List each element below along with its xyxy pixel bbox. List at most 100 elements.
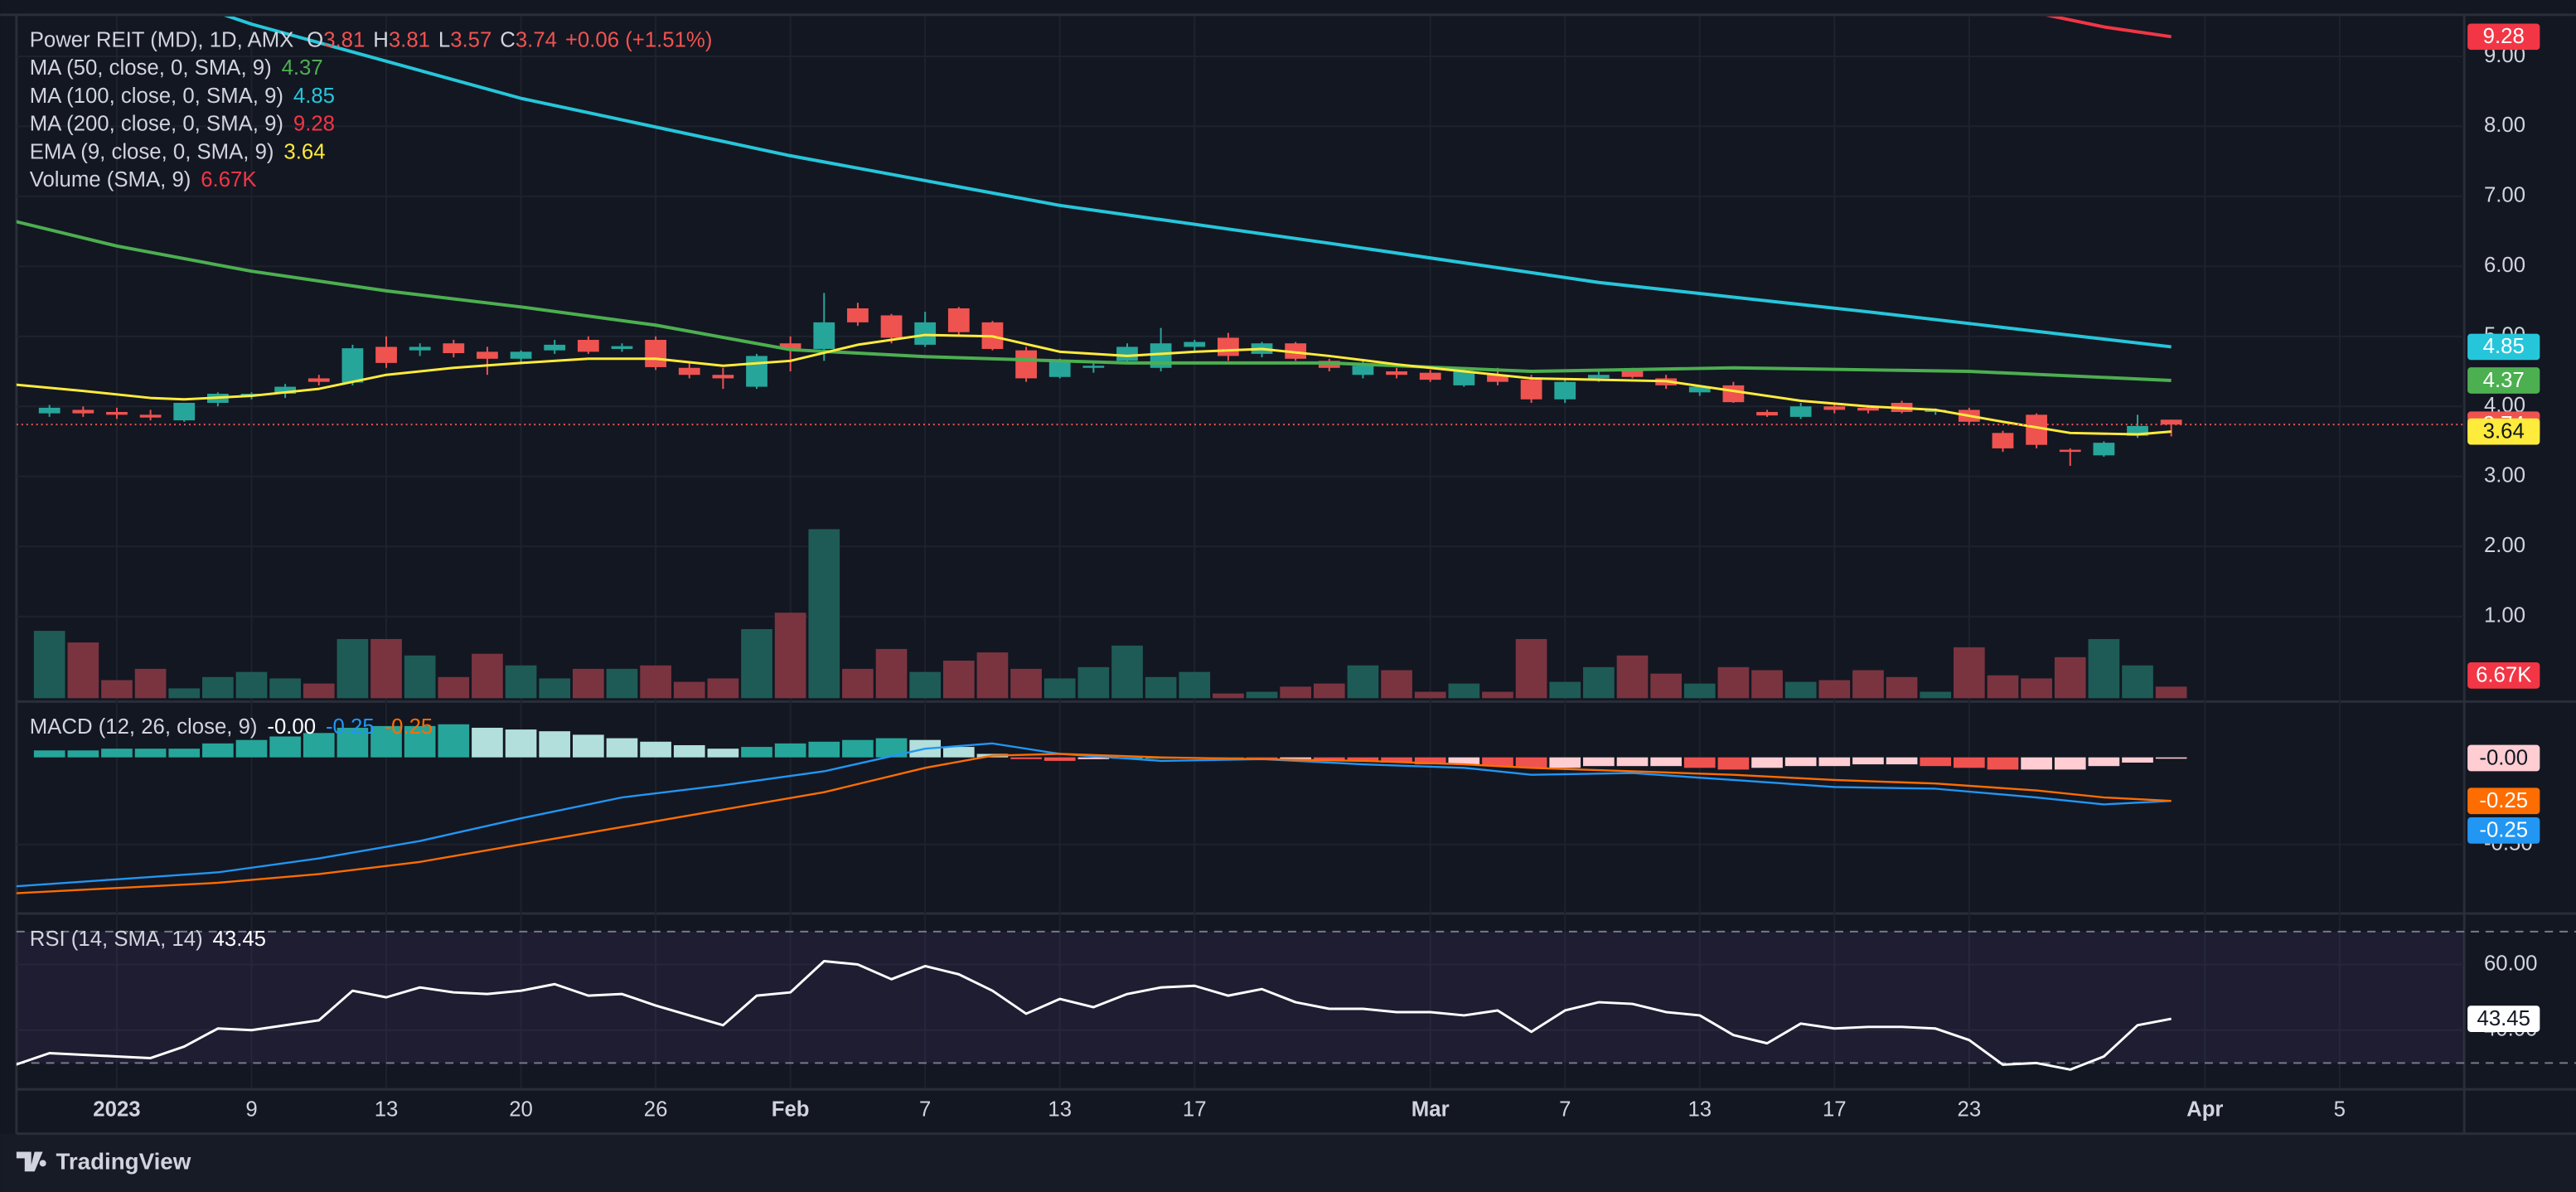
macd-histogram-bar — [539, 731, 571, 758]
macd-histogram-bar — [875, 738, 908, 758]
candle-body — [712, 375, 734, 379]
x-tick-label: 13 — [1687, 1098, 1712, 1122]
volume-bar — [942, 660, 975, 699]
volume-bar — [1987, 675, 2019, 699]
macd-histogram-bar — [1683, 757, 1716, 768]
candle-body — [1587, 375, 1610, 379]
candle-body — [2059, 449, 2081, 453]
candle-body — [1116, 346, 1138, 361]
legend-item: 4.85 — [293, 85, 335, 108]
macd-histogram-bar — [67, 750, 99, 758]
candle-body — [1520, 380, 1542, 400]
volume-bar — [1784, 681, 1817, 699]
legend-item: -0.25 — [326, 715, 375, 739]
brand-logo[interactable]: TradingView — [16, 1149, 191, 1175]
grid — [16, 16, 2576, 1088]
macd-histogram-bar — [2054, 757, 2086, 770]
macd-histogram-bar — [1987, 757, 2019, 770]
legend-item: 9.28 — [293, 112, 335, 135]
macd-histogram-bar — [1852, 757, 1884, 765]
volume-bar — [337, 638, 369, 699]
candle-body — [1722, 385, 1745, 403]
macd-histogram-bar — [1010, 757, 1042, 759]
macd-histogram-bar — [1650, 757, 1682, 767]
volume-bar — [842, 668, 874, 699]
indicator-line — [16, 220, 2172, 382]
volume-bar — [707, 678, 739, 699]
legend-item: C — [500, 28, 516, 51]
series-price-badge: 4.85 — [2483, 335, 2525, 358]
volume-bar — [909, 671, 942, 699]
volume-bar — [168, 688, 201, 699]
candle-body — [375, 346, 397, 363]
macd-histogram-bar — [1482, 757, 1513, 767]
candle-body — [813, 322, 835, 349]
legend-item: 6.67K — [201, 168, 256, 191]
macd-badge-bg — [2467, 817, 2540, 844]
candle-body — [1285, 343, 1307, 359]
macd-histogram-bar — [842, 739, 874, 758]
rsi-pane — [16, 931, 2465, 1071]
x-tick-label: 20 — [509, 1098, 533, 1122]
candle-body — [1992, 433, 2014, 448]
legend-item: -0.25 — [385, 715, 433, 739]
legend-item: 3.81 — [389, 28, 430, 51]
macd-histogram-bar — [1886, 757, 1918, 765]
volume-bar — [472, 653, 503, 699]
histogram-badge-bg — [2467, 744, 2540, 772]
candle-body — [173, 402, 196, 421]
logo-icon — [16, 1151, 46, 1172]
legend-item: RSI (14, SMA, 14) — [30, 928, 203, 951]
candle-body — [1823, 406, 1846, 410]
macd-histogram-bar — [774, 743, 806, 758]
y-tick-label: 1.00 — [2484, 603, 2525, 627]
volume-bar — [2054, 657, 2086, 699]
legend-item: MACD (12, 26, close, 9) — [30, 715, 258, 739]
ema-price-badge-bg — [2467, 418, 2540, 445]
macd-histogram-bar — [808, 741, 840, 758]
volume-bar — [1077, 666, 1110, 699]
macd-histogram-bar — [1954, 757, 1985, 768]
macd-histogram-bar — [303, 733, 335, 758]
macd-histogram-bar — [1043, 757, 1076, 761]
volume-bar — [1213, 693, 1244, 699]
volume-bar — [370, 638, 402, 699]
candle-body — [106, 411, 128, 415]
candle-body — [1015, 350, 1037, 379]
rsi-badge: 43.45 — [2477, 1007, 2530, 1030]
volume-bar — [2021, 678, 2052, 699]
x-tick-label: 26 — [644, 1098, 668, 1122]
macd-histogram-bar — [707, 749, 739, 758]
volume-bar — [1954, 647, 1985, 699]
macd-histogram-bar — [1381, 757, 1412, 763]
volume-bar — [134, 668, 167, 699]
volume-bar — [1313, 683, 1345, 699]
volume-bar — [1583, 666, 1615, 699]
x-tick-label: 23 — [1958, 1098, 1982, 1122]
volume-bar — [1145, 676, 1177, 699]
x-tick-label: 13 — [1048, 1098, 1072, 1122]
footer-bar — [0, 1133, 2576, 1192]
volume-badge-bg — [2467, 661, 2540, 689]
candle-body — [38, 407, 61, 414]
rsi-band — [16, 931, 2465, 1064]
macd-histogram-bar — [1583, 757, 1615, 767]
volume-bar — [1852, 670, 1884, 699]
legend-item: H — [373, 28, 389, 51]
candle-body — [1048, 361, 1071, 377]
macd-histogram-bar — [2122, 757, 2153, 763]
volume-bar — [1414, 691, 1446, 699]
macd-histogram-bar — [1818, 757, 1851, 767]
volume-bar — [673, 681, 705, 699]
candle-body — [577, 339, 599, 352]
macd-badge: -0.25 — [2479, 819, 2528, 842]
brand-name: TradingView — [56, 1149, 191, 1175]
legend-item: MA (200, close, 0, SMA, 9) — [30, 112, 283, 135]
candle-body — [1082, 366, 1105, 368]
x-tick-label: 13 — [375, 1098, 399, 1122]
macd-histogram-bar — [1717, 757, 1750, 770]
candle-body — [779, 343, 801, 349]
macd-histogram-bar — [1448, 757, 1480, 765]
legend-item: 3.64 — [283, 140, 325, 163]
candle-body — [477, 351, 498, 359]
